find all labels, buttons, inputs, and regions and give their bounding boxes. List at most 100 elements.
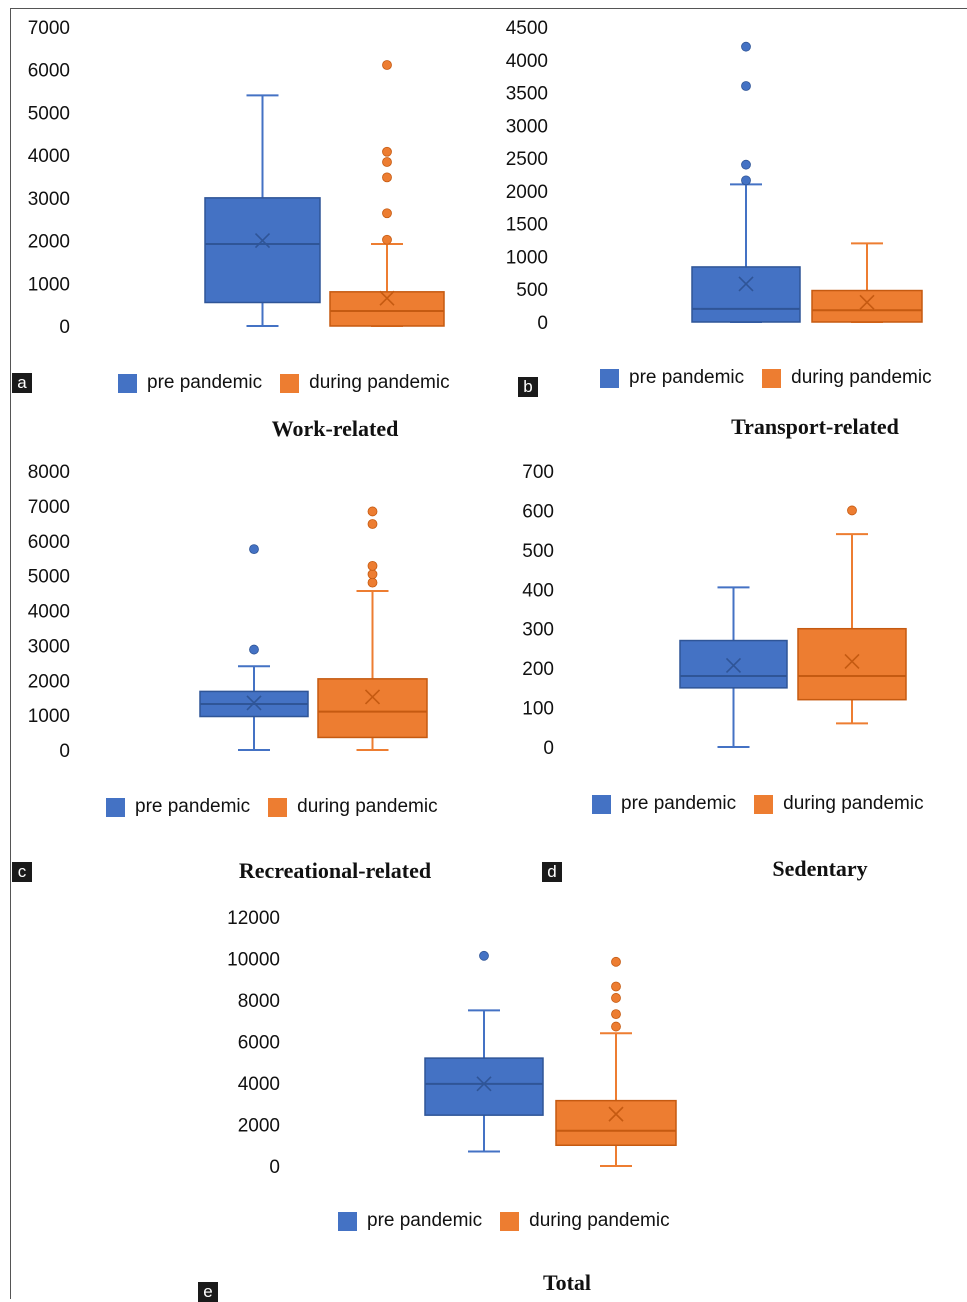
y-tick-label: 10000 [227,950,280,971]
panel-label-b: b [518,377,538,397]
y-tick-label: 7000 [28,18,70,39]
legend-item-during: during pandemic [500,1210,670,1232]
legend-swatch-during [280,373,300,393]
panel-label-c: c [12,862,32,882]
y-tick-label: 3500 [506,84,548,105]
legend-item-pre: pre pandemic [106,796,250,818]
panel-label-e: e [198,1282,218,1302]
legend-label-pre: pre pandemic [367,1210,483,1231]
box-iqr [424,1057,544,1116]
y-tick-label: 0 [543,738,554,759]
legend-swatch-pre [592,794,611,814]
legend-label-pre: pre pandemic [135,796,251,817]
outlier-point [367,577,378,588]
mean-marker [364,689,381,705]
box-iqr [555,1099,677,1146]
legend-item-pre: pre pandemic [592,793,736,815]
boxplot-total: 0 2000 4000 6000 8000 10000 12000 [227,908,677,1178]
legend-swatch-during [762,368,782,388]
y-tick-label: 4000 [28,602,70,623]
panel-label-a: a [12,373,32,393]
chart-title-a: Work-related [271,416,399,441]
outlier-point [367,569,378,580]
legend-swatch-pre [118,373,137,393]
y-tick-label: 2000 [28,232,70,253]
legend-swatch-pre [338,1211,357,1231]
mean-marker [859,294,875,310]
outlier-point [479,950,489,961]
y-tick-label: 4500 [506,18,548,39]
legend-swatch-pre [106,797,125,817]
legend-item-during: during pandemic [268,796,438,818]
legend-item-during: during pandemic [754,793,924,815]
y-tick-label: 12000 [227,908,280,929]
outlier-point [741,81,751,91]
outlier-point [382,146,392,157]
legend-label-pre: pre pandemic [621,793,737,814]
legend-swatch-during [500,1211,520,1231]
legend-item-pre: pre pandemic [600,367,744,389]
y-tick-label: 1500 [506,215,548,236]
legend-label-pre: pre pandemic [629,367,745,388]
boxplot-transport-related: 0 500 1000 1500 2000 2500 3000 3500 4000 4500 [506,18,923,334]
legend-label-during: during pandemic [791,367,932,388]
box-iqr [204,197,321,304]
y-tick-label: 500 [516,280,548,301]
chart-title-e: Total [542,1270,592,1295]
y-tick-label: 0 [59,317,70,338]
panel-a: 0 1000 2000 3000 4000 5000 6000 7000 a pre pand… [0,0,490,450]
panel-b: 0 500 1000 1500 2000 2500 3000 3500 4000 4500 b p… [490,0,967,450]
y-tick-label: 600 [522,501,554,522]
outlier-point [367,506,378,517]
legend-e: pre pandemic during pandemic [338,1210,688,1232]
y-tick-label: 4000 [238,1074,280,1095]
box-iqr [691,266,801,323]
y-tick-label: 4000 [28,146,70,167]
box-iqr [797,627,907,701]
legend-label-during: during pandemic [529,1210,670,1231]
outlier-point [382,172,392,183]
mean-marker [246,695,262,711]
outlier-point [382,157,392,167]
y-tick-label: 4000 [506,51,548,72]
mean-marker [738,276,754,292]
outlier-point [847,505,857,516]
legend-item-during: during pandemic [762,367,932,389]
legend-label-pre: pre pandemic [147,372,263,393]
mean-marker [476,1076,492,1092]
outlier-point [367,519,378,529]
chart-title-d: Sedentary [772,856,868,881]
outlier-point [611,981,621,992]
legend-label-during: during pandemic [309,372,450,393]
y-tick-label: 0 [269,1157,280,1178]
box-iqr [329,291,445,327]
outlier-point [611,1021,621,1032]
panel-d: 0 100 200 300 400 500 600 700 d pre pandemic du… [490,450,967,890]
outlier-point [611,1009,621,1020]
boxplot-work-related: 0 1000 2000 3000 4000 5000 6000 7000 [28,18,445,338]
y-tick-label: 2000 [28,671,70,692]
outlier-point [611,956,621,967]
legend-c: pre pandemic during pandemic [106,796,456,818]
box-iqr [811,289,923,323]
y-tick-label: 3000 [28,189,70,210]
chart-title-c: Recreational-related [238,858,432,883]
mean-marker [254,233,271,249]
y-tick-label: 7000 [28,497,70,518]
box-iqr [317,678,428,739]
legend-b: pre pandemic during pandemic [600,367,950,389]
y-tick-label: 1000 [506,247,548,268]
outlier-point [382,208,392,219]
mean-marker [844,653,860,670]
y-tick-label: 100 [522,699,554,720]
legend-swatch-during [754,794,774,814]
y-tick-label: 0 [537,313,548,334]
panel-c: 0 1000 2000 3000 4000 5000 6000 7000 8000 c pre … [0,450,490,890]
y-tick-label: 2000 [238,1116,280,1137]
outlier-point [249,544,259,555]
y-tick-label: 500 [522,541,554,562]
outlier-point [741,41,751,52]
mean-marker [725,657,742,673]
outlier-point [367,560,378,571]
legend-item-pre: pre pandemic [338,1210,482,1232]
